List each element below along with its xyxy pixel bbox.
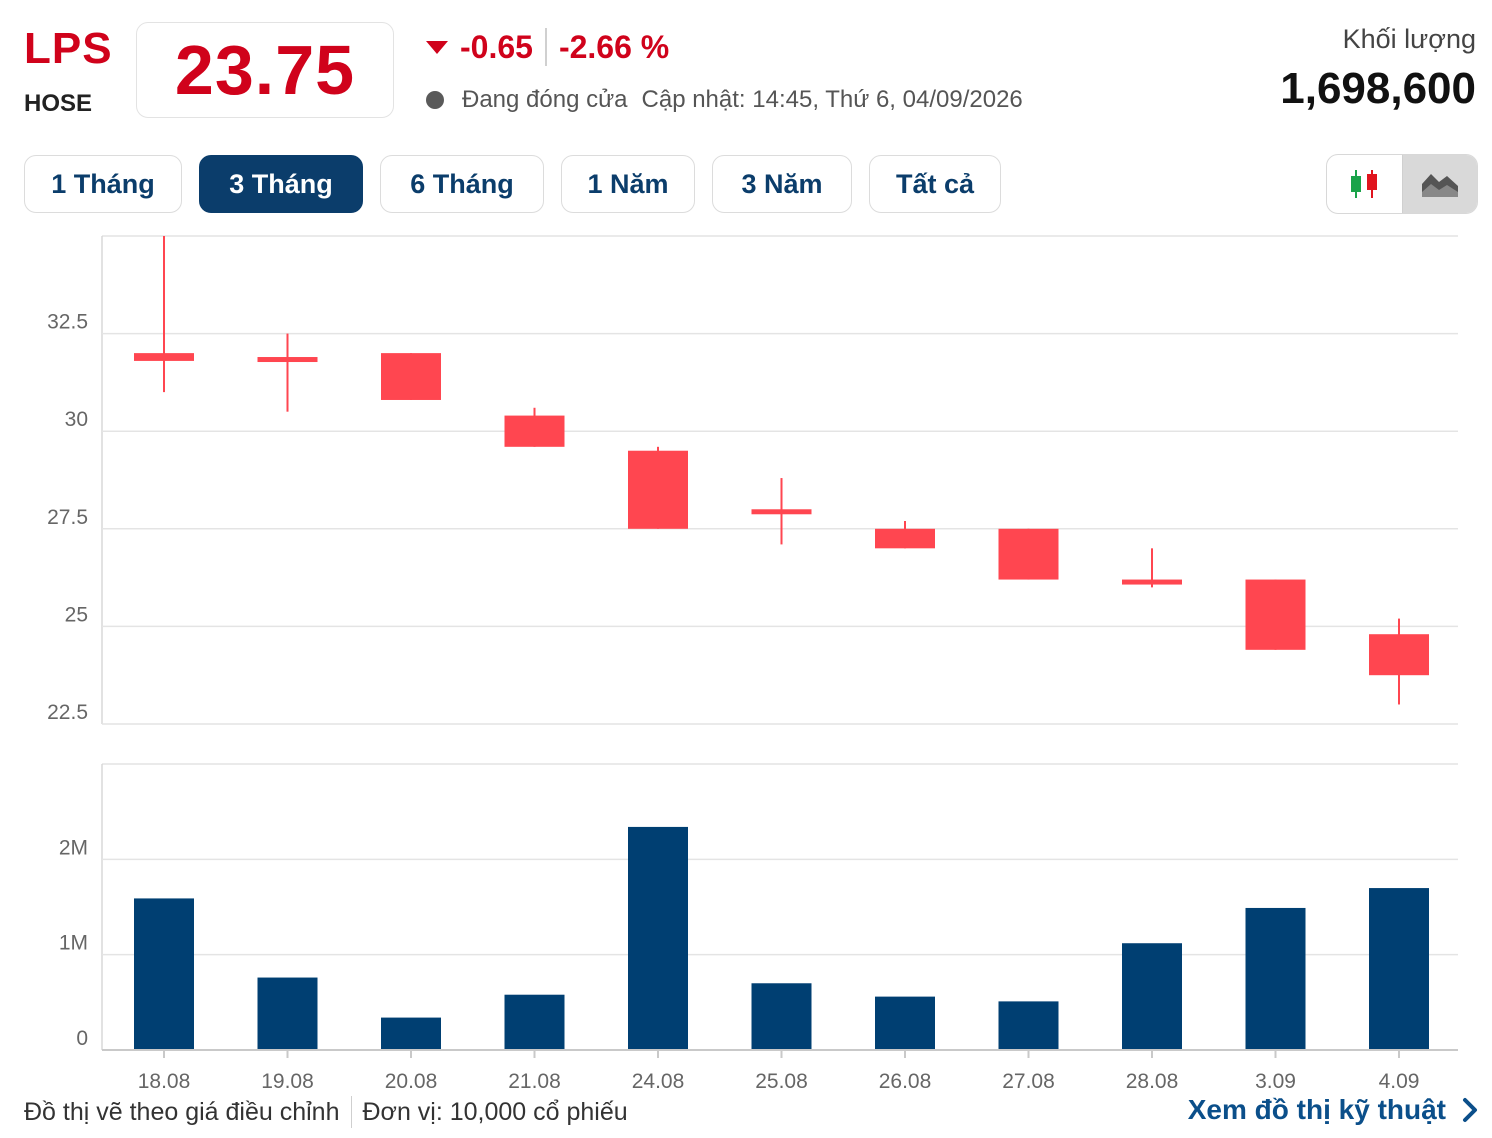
- volume-bar: [1245, 907, 1306, 1050]
- tab-6-months[interactable]: 6 Tháng: [380, 155, 544, 213]
- area-toggle-button[interactable]: [1401, 155, 1477, 213]
- update-time: Cập nhật: 14:45, Thứ 6, 04/09/2026: [641, 86, 1023, 113]
- volume-label: Khối lượng: [1342, 24, 1476, 54]
- candle-body: [134, 353, 194, 361]
- technical-chart-link-label: Xem đồ thị kỹ thuật: [1187, 1094, 1446, 1125]
- adjusted-price-note: Đồ thị vẽ theo giá điều chỉnh: [24, 1097, 340, 1126]
- candle-body: [1122, 579, 1182, 585]
- market-status: Đang đóng cửa Cập nhật: 14:45, Thứ 6, 04…: [426, 86, 1023, 114]
- volume-bar: [1122, 943, 1182, 1050]
- volume-bar: [998, 1001, 1059, 1050]
- candle-body: [381, 353, 441, 400]
- candle-body: [875, 528, 935, 549]
- candlestick-toggle-button[interactable]: [1327, 155, 1402, 213]
- x-tick-label: 28.08: [1126, 1070, 1179, 1093]
- exchange-label: HOSE: [24, 90, 93, 117]
- x-tick-label: 24.08: [632, 1070, 685, 1093]
- chart-type-toggle: [1326, 154, 1478, 214]
- volume-bar: [1369, 888, 1429, 1050]
- x-tick-label: 25.08: [755, 1070, 808, 1093]
- current-price: 23.75: [174, 31, 356, 109]
- down-arrow-icon: [426, 40, 448, 54]
- chart-footer: Đồ thị vẽ theo giá điều chỉnh Đơn vị: 10…: [24, 1096, 628, 1128]
- status-text: Đang đóng cửa: [462, 86, 628, 113]
- change-value: -0.65: [460, 28, 533, 65]
- price-tick-label: 22.5: [47, 701, 88, 724]
- x-tick-label: 19.08: [261, 1070, 314, 1093]
- volume-bar: [628, 826, 688, 1050]
- status-dot-icon: [426, 91, 444, 109]
- x-tick-label: 3.09: [1255, 1070, 1296, 1093]
- tab-3-years[interactable]: 3 Năm: [712, 155, 852, 213]
- x-tick-label: 20.08: [385, 1070, 438, 1093]
- candle-body: [1369, 634, 1429, 676]
- area-chart-icon: [1421, 174, 1458, 197]
- price-tick-label: 25: [65, 603, 88, 626]
- candle-body: [1245, 579, 1306, 650]
- volume-bar: [751, 983, 812, 1050]
- tab-all[interactable]: Tất cả: [869, 155, 1001, 213]
- volume-bar: [875, 996, 935, 1050]
- footer-divider: [350, 1096, 352, 1128]
- volume-bar: [257, 977, 318, 1050]
- candle-body: [998, 528, 1059, 580]
- change-percent: -2.66 %: [558, 28, 670, 65]
- tab-1-year[interactable]: 1 Năm: [561, 155, 695, 213]
- volume-tick-label: 1M: [59, 932, 88, 955]
- volume-bar: [504, 994, 565, 1050]
- tab-1-month[interactable]: 1 Tháng: [24, 155, 182, 213]
- price-box: 23.75: [136, 22, 394, 118]
- change-divider: [544, 28, 547, 66]
- candle-body: [257, 357, 318, 363]
- volume-bar: [381, 1017, 441, 1050]
- volume-tick-label: 2M: [59, 836, 88, 859]
- x-tick-label: 21.08: [508, 1070, 561, 1093]
- x-tick-label: 4.09: [1379, 1070, 1420, 1093]
- x-tick-label: 27.08: [1002, 1070, 1055, 1093]
- price-tick-label: 27.5: [47, 506, 88, 529]
- ticker-symbol: LPS: [24, 24, 113, 73]
- period-tabs: 1 Tháng 3 Tháng 6 Tháng 1 Năm 3 Năm Tất …: [24, 155, 1018, 213]
- chevron-right-icon: [1463, 1098, 1477, 1122]
- price-change: -0.65 -2.66 %: [426, 28, 669, 66]
- volume-bar: [134, 898, 194, 1050]
- candle-body: [628, 450, 688, 529]
- x-tick-label: 18.08: [138, 1070, 191, 1093]
- candle-body: [504, 415, 565, 447]
- volume-value: 1,698,600: [1280, 64, 1476, 113]
- x-tick-label: 26.08: [879, 1070, 932, 1093]
- volume-tick-label: 0: [76, 1027, 88, 1050]
- tab-3-months[interactable]: 3 Tháng: [199, 155, 363, 213]
- price-tick-label: 32.5: [47, 311, 88, 334]
- price-tick-label: 30: [65, 408, 88, 431]
- unit-note: Đơn vị: 10,000 cổ phiếu: [362, 1097, 628, 1126]
- candle-body: [751, 509, 812, 515]
- candlestick-icon: [1351, 170, 1378, 198]
- technical-chart-link[interactable]: Xem đồ thị kỹ thuật: [1188, 1094, 1478, 1126]
